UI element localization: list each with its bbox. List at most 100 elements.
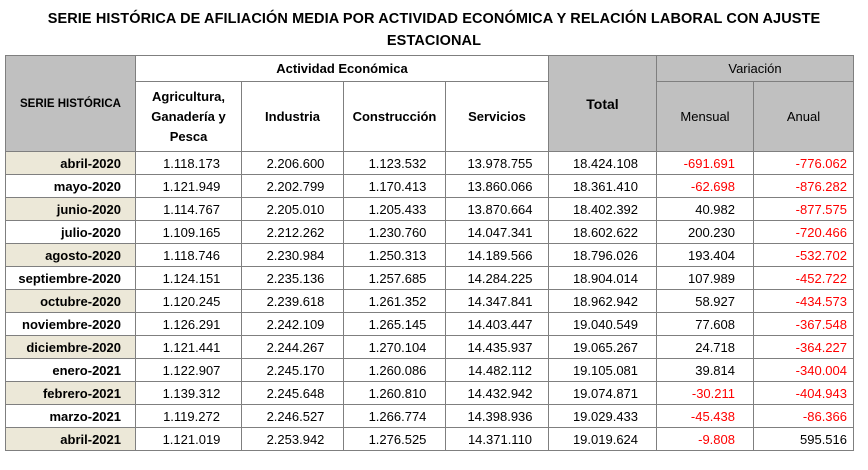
header-mensual: Mensual <box>656 81 754 152</box>
header-variacion: Variación <box>656 55 854 82</box>
cell-industria: 2.206.600 <box>241 151 344 175</box>
table-row: julio-2020 1.109.165 2.212.262 1.230.760 14.… <box>5 220 854 244</box>
page-title: SERIE HISTÓRICA DE AFILIACIÓN MEDIA POR … <box>0 8 868 52</box>
cell-agricultura: 1.139.312 <box>135 381 242 405</box>
cell-date: julio-2020 <box>5 220 136 244</box>
cell-total: 18.402.392 <box>548 197 657 221</box>
cell-variacion-mensual: 77.608 <box>656 312 754 336</box>
cell-construccion: 1.276.525 <box>343 427 446 451</box>
cell-variacion-mensual: -62.698 <box>656 174 754 198</box>
table-row: junio-2020 1.114.767 2.205.010 1.205.433 13.… <box>5 197 854 221</box>
cell-construccion: 1.230.760 <box>343 220 446 244</box>
cell-total: 19.065.267 <box>548 335 657 359</box>
cell-date: marzo-2021 <box>5 404 136 428</box>
table-row: septiembre-2020 1.124.151 2.235.136 1.257.6… <box>5 266 854 290</box>
cell-agricultura: 1.121.949 <box>135 174 242 198</box>
cell-date: septiembre-2020 <box>5 266 136 290</box>
header-actividad-economica: Actividad Económica <box>135 55 549 82</box>
cell-variacion-anual: -532.702 <box>753 243 854 267</box>
cell-variacion-mensual: -45.438 <box>656 404 754 428</box>
header-total: Total <box>548 55 657 152</box>
header-anual: Anual <box>753 81 854 152</box>
cell-variacion-mensual: 40.982 <box>656 197 754 221</box>
cell-total: 19.074.871 <box>548 381 657 405</box>
cell-variacion-anual: 595.516 <box>753 427 854 451</box>
cell-date: abril-2020 <box>5 151 136 175</box>
cell-servicios: 14.432.942 <box>445 381 549 405</box>
cell-date: agosto-2020 <box>5 243 136 267</box>
cell-total: 18.424.108 <box>548 151 657 175</box>
table-row: enero-2021 1.122.907 2.245.170 1.260.086 14.… <box>5 358 854 382</box>
cell-agricultura: 1.109.165 <box>135 220 242 244</box>
cell-date: octubre-2020 <box>5 289 136 313</box>
cell-variacion-mensual: 58.927 <box>656 289 754 313</box>
cell-agricultura: 1.114.767 <box>135 197 242 221</box>
cell-agricultura: 1.122.907 <box>135 358 242 382</box>
cell-agricultura: 1.121.019 <box>135 427 242 451</box>
affiliation-table: SERIE HISTÓRICA Actividad Económica Tota… <box>5 55 854 451</box>
cell-construccion: 1.261.352 <box>343 289 446 313</box>
cell-total: 18.361.410 <box>548 174 657 198</box>
header-construccion: Construcción <box>343 81 446 152</box>
cell-servicios: 13.870.664 <box>445 197 549 221</box>
cell-industria: 2.253.942 <box>241 427 344 451</box>
table-row: mayo-2020 1.121.949 2.202.799 1.170.413 13.8… <box>5 174 854 198</box>
cell-industria: 2.205.010 <box>241 197 344 221</box>
cell-variacion-anual: -776.062 <box>753 151 854 175</box>
cell-servicios: 14.189.566 <box>445 243 549 267</box>
cell-agricultura: 1.126.291 <box>135 312 242 336</box>
cell-agricultura: 1.124.151 <box>135 266 242 290</box>
cell-industria: 2.246.527 <box>241 404 344 428</box>
cell-construccion: 1.270.104 <box>343 335 446 359</box>
cell-variacion-anual: -367.548 <box>753 312 854 336</box>
cell-industria: 2.242.109 <box>241 312 344 336</box>
table-row: diciembre-2020 1.121.441 2.244.267 1.270.10… <box>5 335 854 359</box>
cell-variacion-anual: -434.573 <box>753 289 854 313</box>
cell-agricultura: 1.121.441 <box>135 335 242 359</box>
cell-servicios: 14.403.447 <box>445 312 549 336</box>
cell-date: abril-2021 <box>5 427 136 451</box>
cell-construccion: 1.260.086 <box>343 358 446 382</box>
cell-servicios: 14.398.936 <box>445 404 549 428</box>
cell-construccion: 1.123.532 <box>343 151 446 175</box>
cell-variacion-mensual: 24.718 <box>656 335 754 359</box>
cell-agricultura: 1.120.245 <box>135 289 242 313</box>
cell-variacion-mensual: 200.230 <box>656 220 754 244</box>
cell-construccion: 1.265.145 <box>343 312 446 336</box>
cell-construccion: 1.260.810 <box>343 381 446 405</box>
table-row: abril-2020 1.118.173 2.206.600 1.123.532 13.… <box>5 151 854 175</box>
cell-date: noviembre-2020 <box>5 312 136 336</box>
cell-date: diciembre-2020 <box>5 335 136 359</box>
cell-variacion-anual: -452.722 <box>753 266 854 290</box>
cell-variacion-anual: -720.466 <box>753 220 854 244</box>
cell-servicios: 14.435.937 <box>445 335 549 359</box>
cell-industria: 2.244.267 <box>241 335 344 359</box>
cell-variacion-anual: -364.227 <box>753 335 854 359</box>
cell-servicios: 13.978.755 <box>445 151 549 175</box>
cell-date: enero-2021 <box>5 358 136 382</box>
cell-construccion: 1.257.685 <box>343 266 446 290</box>
cell-variacion-anual: -340.004 <box>753 358 854 382</box>
cell-variacion-mensual: -691.691 <box>656 151 754 175</box>
cell-construccion: 1.266.774 <box>343 404 446 428</box>
header-serie-historica: SERIE HISTÓRICA <box>5 55 136 152</box>
cell-variacion-mensual: -30.211 <box>656 381 754 405</box>
cell-industria: 2.212.262 <box>241 220 344 244</box>
cell-servicios: 14.347.841 <box>445 289 549 313</box>
cell-construccion: 1.170.413 <box>343 174 446 198</box>
cell-industria: 2.230.984 <box>241 243 344 267</box>
cell-industria: 2.202.799 <box>241 174 344 198</box>
cell-total: 18.904.014 <box>548 266 657 290</box>
cell-total: 19.040.549 <box>548 312 657 336</box>
cell-industria: 2.245.648 <box>241 381 344 405</box>
cell-agricultura: 1.119.272 <box>135 404 242 428</box>
cell-variacion-anual: -877.575 <box>753 197 854 221</box>
table-row: noviembre-2020 1.126.291 2.242.109 1.265.14… <box>5 312 854 336</box>
cell-variacion-mensual: -9.808 <box>656 427 754 451</box>
cell-variacion-anual: -86.366 <box>753 404 854 428</box>
cell-total: 19.019.624 <box>548 427 657 451</box>
cell-variacion-mensual: 193.404 <box>656 243 754 267</box>
cell-variacion-anual: -876.282 <box>753 174 854 198</box>
cell-variacion-mensual: 107.989 <box>656 266 754 290</box>
cell-servicios: 14.482.112 <box>445 358 549 382</box>
